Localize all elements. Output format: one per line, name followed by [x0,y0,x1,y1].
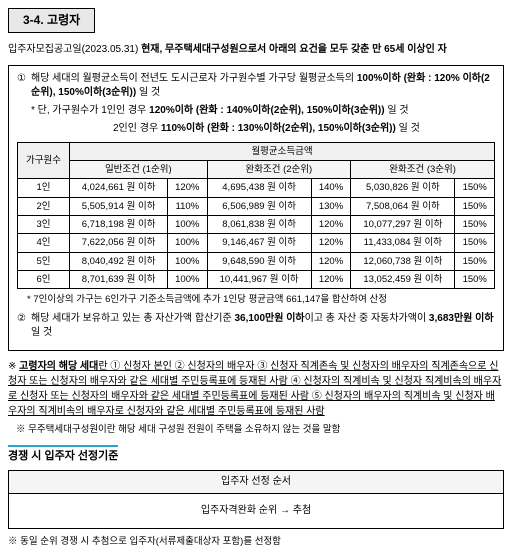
star-note-2: ※ 무주택세대구성원이란 해당 세대 구성원 전원이 주택을 소유하지 않는 것… [8,423,504,436]
table-cell: 13,052,459 원 이하 [351,270,455,288]
table-cell: 8,701,639 원 이하 [70,270,168,288]
table-row: 6인8,701,639 원 이하100%10,441,967 원 이하120%1… [18,270,495,288]
table-cell: 8,040,492 원 이하 [70,252,168,270]
subtitle-prefix: 입주자모집공고일(2023.05.31) [8,44,138,55]
criteria-box: ① 해당 세대의 월평균소득이 전년도 도시근로자 가구원수별 가구당 월평균소… [8,65,504,352]
item1-sub1-bold: 120%이하 (완화 : 140%이하(2순위), 150%이하(3순위)) [149,105,384,116]
table-cell: 150% [455,252,495,270]
table-cell: 150% [455,270,495,288]
table-cell: 140% [311,179,350,197]
definition-box: ※ 고령자의 해당 세대란 ① 신청자 본인 ② 신청자의 배우자 ③ 신청자 … [8,359,504,419]
item-1: ① 해당 세대의 월평균소득이 전년도 도시근로자 가구원수별 가구당 월평균소… [17,72,495,100]
order-box: 입주자 선정 순서 입주자격완화 순위 → 추첨 [8,470,504,529]
table-cell: 1인 [18,179,70,197]
table-row: 2인5,505,914 원 이하110%6,506,989 원 이하130%7,… [18,197,495,215]
item1-sub2-bold: 110%이하 (완화 : 130%이하(2순위), 150%이하(3순위)) [161,123,396,134]
table-footnote: * 7인이상의 가구는 6인가구 기준소득금액에 추가 1인당 평균금액 661… [17,293,495,306]
table-cell: 120% [311,252,350,270]
table-cell: 9,648,590 원 이하 [207,252,311,270]
item1-sub2: 2인인 경우 110%이하 (완화 : 130%이하(2순위), 150%이하(… [17,122,495,136]
th-main: 월평균소득금액 [70,142,495,160]
order-header: 입주자 선정 순서 [9,471,503,494]
item1-text3: 일 것 [139,87,160,98]
table-cell: 9,146,467 원 이하 [207,234,311,252]
circled-2: ② [17,312,26,326]
table-cell: 3인 [18,215,70,233]
table-cell: 150% [455,234,495,252]
table-cell: 150% [455,197,495,215]
table-cell: 4인 [18,234,70,252]
section-header: 3-4. 고령자 [8,8,95,33]
table-cell: 7,508,064 원 이하 [351,197,455,215]
table-cell: 130% [311,197,350,215]
th-col3: 완화조건 (3순위) [351,161,495,179]
table-cell: 5인 [18,252,70,270]
table-cell: 120% [168,179,207,197]
table-cell: 2인 [18,197,70,215]
table-cell: 8,061,838 원 이하 [207,215,311,233]
item2-text3: 일 것 [31,327,52,338]
table-cell: 120% [311,270,350,288]
table-cell: 120% [311,215,350,233]
section-title: 고령자 [47,13,80,27]
item1-sub1: * 단, 가구원수가 1인인 경우 120%이하 (완화 : 140%이하(2순… [17,104,495,118]
table-row: 1인4,024,661 원 이하120%4,695,438 원 이하140%5,… [18,179,495,197]
table-cell: 12,060,738 원 이하 [351,252,455,270]
subtitle-main: 현재, 무주택세대구성원으로서 아래의 요건을 모두 갖춘 만 65세 이상인 … [141,44,447,55]
table-cell: 6,506,989 원 이하 [207,197,311,215]
subtitle: 입주자모집공고일(2023.05.31) 현재, 무주택세대구성원으로서 아래의… [8,43,504,57]
item2-text2: 이고 총 자산 중 자동차가액이 [305,313,427,324]
table-cell: 150% [455,179,495,197]
table-cell: 100% [168,215,207,233]
item1-sub2-text: 2인인 경우 [113,123,158,134]
section-number: 3-4. [23,13,44,27]
table-cell: 10,077,297 원 이하 [351,215,455,233]
bottom-note: ※ 동일 순위 경쟁 시 추첨으로 입주자(서류제출대상자 포함)를 선정함 [8,535,504,548]
th-household: 가구원수 [18,142,70,179]
order-body: 입주자격완화 순위 → 추첨 [9,494,503,528]
table-cell: 10,441,967 원 이하 [207,270,311,288]
item2-bold1: 36,100만원 이하 [234,313,304,324]
table-row: 4인7,622,056 원 이하100%9,146,467 원 이하120%11… [18,234,495,252]
table-cell: 11,433,084 원 이하 [351,234,455,252]
table-cell: 100% [168,270,207,288]
table-cell: 150% [455,215,495,233]
item2-bold2: 3,683만원 이하 [429,313,494,324]
table-cell: 4,024,661 원 이하 [70,179,168,197]
th-col2: 완화조건 (2순위) [207,161,351,179]
item1-sub2-tail: 일 것 [399,123,420,134]
table-cell: 6,718,198 원 이하 [70,215,168,233]
item1-text1: 해당 세대의 월평균소득이 전년도 도시근로자 가구원수별 가구당 월평균소득의 [31,73,354,84]
item1-bold1: 100%이하 (완화 : 120% [357,73,460,84]
table-cell: 4,695,438 원 이하 [207,179,311,197]
item1-sub1-text: * 단, 가구원수가 1인인 경우 [31,105,146,116]
def-boldlead: 고령자의 해당 세대 [19,361,98,372]
table-row: 3인6,718,198 원 이하100%8,061,838 원 이하120%10… [18,215,495,233]
table-cell: 100% [168,234,207,252]
item-2: ② 해당 세대가 보유하고 있는 총 자산가액 합산기준 36,100만원 이하… [17,312,495,340]
item1-sub1-tail: 일 것 [387,105,408,116]
table-cell: 100% [168,252,207,270]
item2-text1: 해당 세대가 보유하고 있는 총 자산가액 합산기준 [31,313,232,324]
table-cell: 6인 [18,270,70,288]
table-cell: 7,622,056 원 이하 [70,234,168,252]
table-row: 5인8,040,492 원 이하100%9,648,590 원 이하120%12… [18,252,495,270]
table-cell: 120% [311,234,350,252]
circled-1: ① [17,72,26,86]
income-table: 가구원수 월평균소득금액 일반조건 (1순위) 완화조건 (2순위) 완화조건 … [17,142,495,289]
th-col1: 일반조건 (1순위) [70,161,207,179]
table-cell: 110% [168,197,207,215]
table-cell: 5,505,914 원 이하 [70,197,168,215]
section2-title: 경쟁 시 입주자 선정기준 [8,445,118,464]
table-cell: 5,030,826 원 이하 [351,179,455,197]
def-lead: ※ [8,361,16,372]
